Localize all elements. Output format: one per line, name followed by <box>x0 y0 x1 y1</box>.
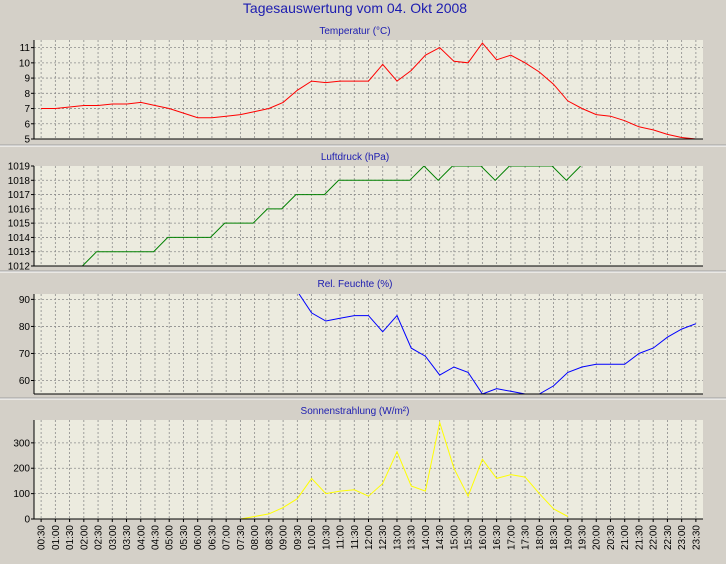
x-tick-label: 01:30 <box>65 525 76 550</box>
x-tick-label: 18:30 <box>549 525 560 550</box>
x-tick-label: 11:30 <box>350 525 361 550</box>
x-tick-label: 22:00 <box>649 525 660 550</box>
x-tick-label: 21:30 <box>634 525 645 550</box>
series-line <box>41 42 696 139</box>
y-tick-label: 70 <box>19 349 31 360</box>
y-tick-label: 9 <box>24 74 30 85</box>
y-tick-label: 0 <box>24 515 30 526</box>
x-tick-label: 23:30 <box>691 525 702 550</box>
y-tick-label: 5 <box>24 135 30 146</box>
x-tick-label: 05:00 <box>165 525 176 550</box>
x-tick-label: 23:00 <box>677 525 688 550</box>
x-tick-label: 07:00 <box>222 525 233 550</box>
x-tick-label: 16:00 <box>478 525 489 550</box>
panel-title: Luftdruck (hPa) <box>321 152 389 163</box>
x-tick-label: 05:30 <box>179 525 190 550</box>
y-tick-label: 1014 <box>8 233 31 244</box>
series-line <box>82 166 581 266</box>
y-tick-label: 100 <box>13 489 30 500</box>
x-tick-label: 12:00 <box>364 525 375 550</box>
page-title: Tagesauswertung vom 04. Okt 2008 <box>243 0 467 16</box>
x-tick-label: 11:00 <box>336 525 347 550</box>
y-tick-label: 11 <box>20 43 31 54</box>
panel-title: Sonnenstrahlung (W/m²) <box>301 406 410 417</box>
y-tick-label: 10 <box>19 58 31 69</box>
y-tick-label: 8 <box>24 89 30 100</box>
x-tick-label: 14:30 <box>435 525 446 550</box>
series-line <box>298 294 697 394</box>
x-tick-label: 07:30 <box>236 525 247 550</box>
x-tick-label: 03:00 <box>108 525 119 550</box>
y-tick-label: 1012 <box>8 262 31 273</box>
chart-panel-4: Sonnenstrahlung (W/m²) 0 100 200 300 <box>0 397 726 526</box>
x-tick-label: 04:30 <box>151 525 162 550</box>
x-tick-label: 17:30 <box>521 525 532 550</box>
x-tick-label: 17:00 <box>506 525 517 550</box>
x-tick-label: 18:00 <box>535 525 546 550</box>
y-tick-label: 200 <box>13 464 30 475</box>
x-tick-label: 09:30 <box>293 525 304 550</box>
chart-panel-3: Rel. Feuchte (%) 60 70 80 90 <box>0 270 726 395</box>
y-tick-label: 1018 <box>8 176 31 187</box>
chart-panels: Temperatur (°C) 5 6 7 8 9 10 11 Luftdruck (hPa) 1… <box>0 26 726 526</box>
y-tick-label: 90 <box>19 295 31 306</box>
y-tick-label: 80 <box>19 322 31 333</box>
x-tick-label: 21:00 <box>620 525 631 550</box>
x-tick-label: 10:00 <box>307 525 318 550</box>
x-tick-label: 03:30 <box>122 525 133 550</box>
x-tick-label: 20:30 <box>606 525 617 550</box>
panel-title: Rel. Feuchte (%) <box>317 279 392 290</box>
y-tick-label: 1017 <box>8 190 31 201</box>
x-tick-label: 15:00 <box>449 525 460 550</box>
y-tick-label: 1016 <box>8 204 31 215</box>
y-tick-label: 1019 <box>8 162 31 173</box>
x-tick-label: 15:30 <box>464 525 475 550</box>
y-tick-label: 300 <box>13 438 30 449</box>
x-tick-label: 14:00 <box>421 525 432 550</box>
y-tick-label: 1013 <box>8 247 31 258</box>
x-tick-label: 12:30 <box>378 525 389 550</box>
x-tick-label: 04:00 <box>136 525 147 550</box>
x-tick-label: 00:30 <box>37 525 48 550</box>
y-tick-label: 60 <box>19 376 31 387</box>
time-axis: 00:30 01:00 01:30 02:00 02:30 03:00 03:30 04:00… <box>37 519 702 550</box>
chart-panel-2: Luftdruck (hPa) 1012 1013 1014 1015 1016 1017 1… <box>0 144 726 273</box>
y-tick-label: 7 <box>24 104 30 115</box>
x-tick-label: 08:00 <box>250 525 261 550</box>
y-tick-label: 1015 <box>8 219 31 230</box>
y-tick-label: 6 <box>24 119 30 130</box>
x-tick-label: 20:00 <box>592 525 603 550</box>
x-tick-label: 16:30 <box>492 525 503 550</box>
x-tick-label: 10:30 <box>321 525 332 550</box>
x-tick-label: 09:00 <box>279 525 290 550</box>
x-tick-label: 13:00 <box>393 525 404 550</box>
chart-panel-1: Temperatur (°C) 5 6 7 8 9 10 11 <box>19 26 703 146</box>
x-tick-label: 19:30 <box>578 525 589 550</box>
x-tick-label: 06:30 <box>207 525 218 550</box>
panel-title: Temperatur (°C) <box>319 26 390 37</box>
x-tick-label: 22:30 <box>663 525 674 550</box>
x-tick-label: 13:30 <box>407 525 418 550</box>
x-tick-label: 01:00 <box>51 525 62 550</box>
x-tick-label: 06:00 <box>193 525 204 550</box>
x-tick-label: 02:30 <box>94 525 105 550</box>
x-tick-label: 02:00 <box>79 525 90 550</box>
x-tick-label: 08:30 <box>264 525 275 550</box>
x-tick-label: 19:00 <box>563 525 574 550</box>
series-line <box>226 420 569 519</box>
